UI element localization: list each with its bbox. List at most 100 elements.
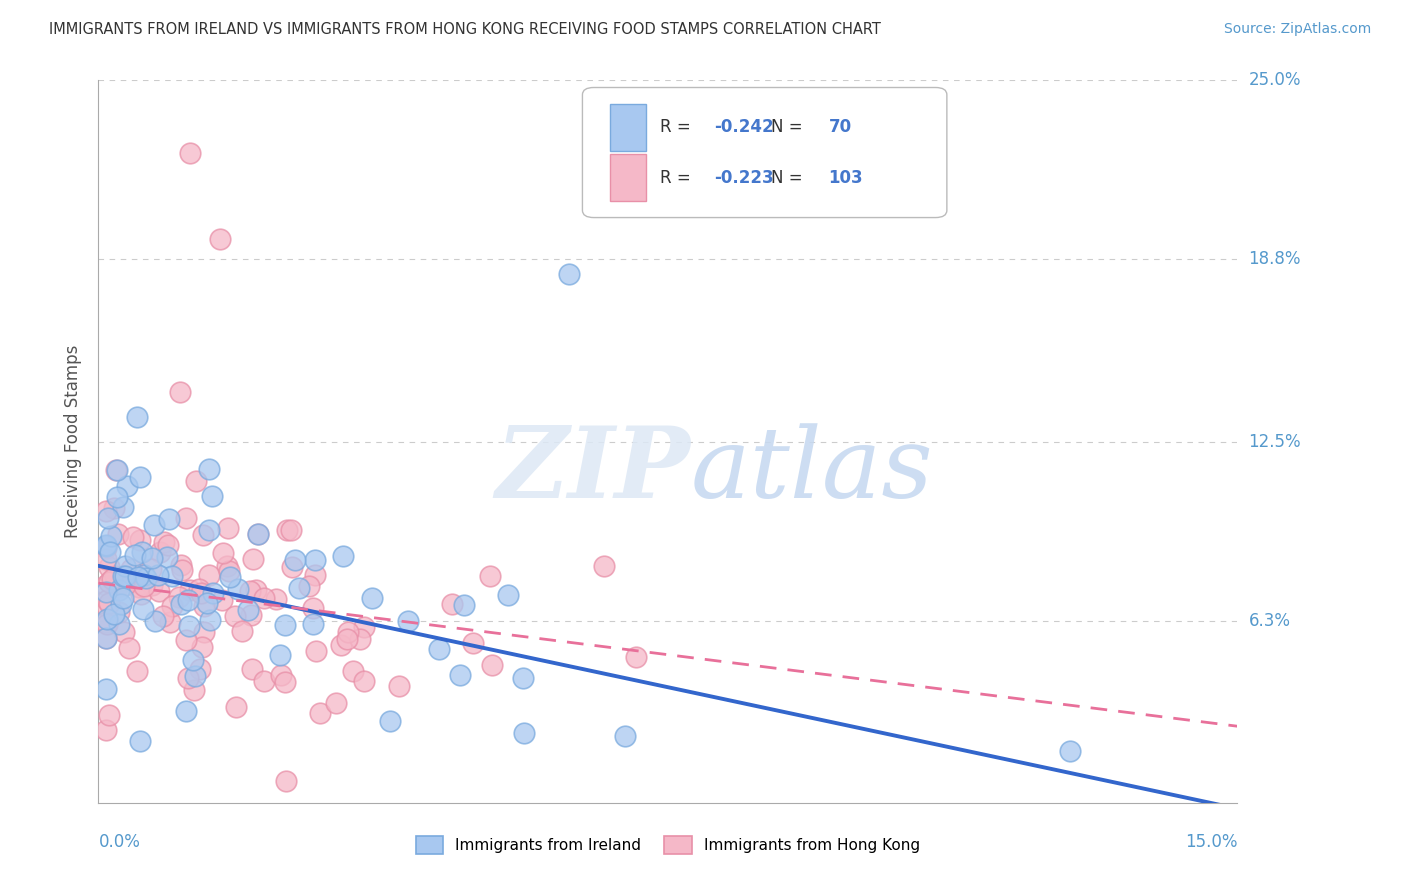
Point — [98, 708, 121, 723]
Point — [156, 550, 179, 565]
Point — [162, 569, 184, 583]
Point — [329, 639, 352, 653]
Point — [179, 145, 201, 160]
Point — [108, 616, 131, 631]
Text: 18.8%: 18.8% — [1249, 251, 1301, 268]
Point — [219, 570, 242, 584]
Point — [108, 582, 131, 597]
Point — [481, 658, 503, 673]
Point — [121, 530, 143, 544]
Point — [388, 679, 411, 693]
Point — [288, 581, 311, 595]
Point — [96, 593, 118, 607]
Point — [141, 551, 163, 566]
Text: Source: ZipAtlas.com: Source: ZipAtlas.com — [1223, 22, 1371, 37]
Point — [308, 706, 330, 720]
Point — [274, 675, 297, 690]
Point — [613, 729, 636, 743]
Point — [245, 582, 267, 597]
Point — [183, 653, 205, 667]
Point — [112, 500, 135, 515]
Text: atlas: atlas — [690, 423, 934, 518]
Point — [264, 591, 287, 606]
Point — [270, 668, 292, 682]
Point — [129, 470, 152, 484]
Point — [103, 501, 125, 516]
Point — [145, 614, 167, 628]
Point — [94, 578, 117, 592]
Point — [202, 585, 225, 599]
Point — [169, 384, 191, 399]
Point — [253, 591, 276, 605]
Text: 103: 103 — [828, 169, 863, 187]
Point — [149, 545, 172, 559]
Point — [132, 568, 155, 582]
Point — [349, 632, 371, 646]
Text: 70: 70 — [828, 118, 852, 136]
Point — [176, 592, 198, 607]
Point — [112, 625, 135, 640]
Point — [125, 410, 148, 425]
Point — [624, 650, 647, 665]
Point — [94, 541, 117, 556]
Point — [167, 590, 190, 604]
Point — [132, 579, 155, 593]
Point — [304, 553, 326, 567]
Point — [94, 682, 117, 697]
Point — [193, 599, 215, 613]
Point — [152, 609, 174, 624]
Point — [191, 528, 214, 542]
FancyBboxPatch shape — [610, 103, 647, 151]
Point — [496, 588, 519, 602]
Point — [97, 574, 120, 589]
Point — [201, 489, 224, 503]
Point — [172, 563, 194, 577]
Point — [127, 664, 149, 678]
Point — [94, 504, 117, 518]
Point — [198, 613, 221, 627]
Point — [427, 641, 450, 656]
Point — [108, 606, 131, 620]
Point — [198, 568, 221, 582]
Point — [592, 558, 614, 573]
Point — [114, 578, 136, 592]
Point — [378, 714, 401, 728]
FancyBboxPatch shape — [582, 87, 946, 218]
Point — [120, 562, 142, 576]
Point — [183, 682, 205, 697]
Point — [269, 648, 291, 663]
Point — [301, 616, 323, 631]
Point — [131, 602, 153, 616]
Point — [97, 559, 120, 574]
Point — [332, 549, 354, 563]
Point — [104, 569, 127, 583]
Point — [94, 540, 117, 554]
Point — [224, 609, 246, 624]
Point — [276, 774, 298, 789]
Y-axis label: Receiving Food Stamps: Receiving Food Stamps — [65, 345, 83, 538]
Point — [148, 567, 170, 582]
Point — [396, 614, 419, 628]
Point — [280, 523, 302, 537]
Point — [170, 598, 193, 612]
Point — [157, 512, 180, 526]
Point — [240, 607, 263, 622]
Point — [304, 567, 326, 582]
Point — [276, 524, 298, 538]
Point — [103, 607, 125, 621]
Point — [174, 632, 197, 647]
Point — [225, 700, 247, 714]
Point — [170, 558, 193, 572]
Point — [114, 573, 136, 587]
Point — [135, 571, 157, 585]
Point — [114, 558, 136, 573]
Point — [190, 585, 212, 599]
Point — [96, 600, 118, 615]
Point — [127, 569, 149, 583]
Text: -0.223: -0.223 — [714, 169, 775, 187]
Point — [453, 598, 475, 612]
Point — [512, 671, 534, 685]
Legend: Immigrants from Ireland, Immigrants from Hong Kong: Immigrants from Ireland, Immigrants from… — [409, 830, 927, 860]
Point — [342, 664, 364, 678]
Point — [94, 615, 117, 629]
